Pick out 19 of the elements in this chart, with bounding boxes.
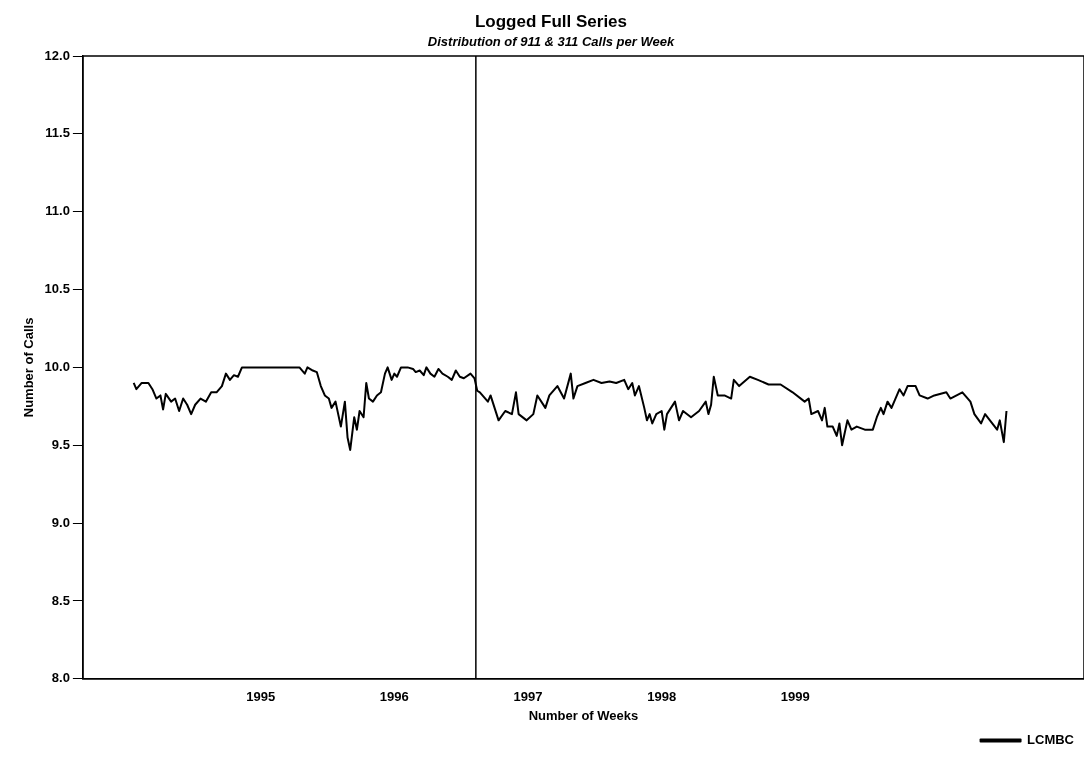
- chart-title: Logged Full Series: [474, 11, 628, 31]
- x-tick-label: 1996: [379, 689, 409, 705]
- legend-label: LCMBC: [1027, 732, 1075, 748]
- x-tick-label: 1998: [647, 689, 677, 705]
- x-tick-label: 1999: [780, 689, 810, 705]
- y-tick-label: 8.0: [51, 670, 70, 686]
- x-axis-title: Number of Weeks: [528, 707, 639, 723]
- chart-subtitle: Distribution of 911 & 311 Calls per Week: [427, 33, 675, 49]
- y-axis-title: Number of Calls: [21, 317, 37, 418]
- y-tick-label: 11.5: [45, 125, 70, 141]
- y-tick-label: 10.5: [44, 281, 70, 297]
- y-tick-label: 11.0: [45, 203, 70, 219]
- x-tick-label: 1997: [513, 689, 543, 705]
- y-tick-label: 9.5: [51, 436, 70, 452]
- y-tick-label: 8.5: [51, 592, 70, 608]
- y-tick-label: 12.0: [44, 47, 70, 63]
- y-tick-label: 10.0: [44, 358, 70, 374]
- x-tick-label: 1995: [246, 689, 276, 705]
- y-tick-label: 9.0: [51, 514, 70, 530]
